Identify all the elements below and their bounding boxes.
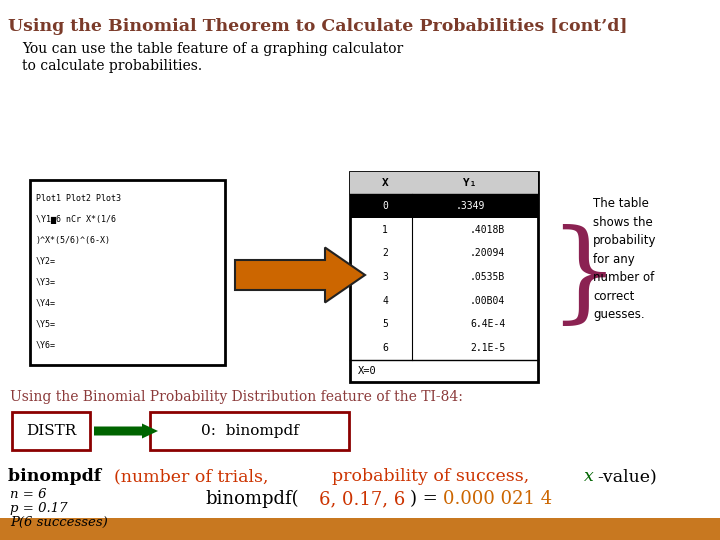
Text: 2: 2	[382, 248, 388, 258]
Text: .3349: .3349	[455, 201, 485, 211]
Text: Using the Binomial Probability Distribution feature of the TI-84:: Using the Binomial Probability Distribut…	[10, 390, 463, 404]
Text: X: X	[382, 178, 388, 188]
Text: 0:  binompdf: 0: binompdf	[201, 424, 298, 438]
Text: .0535B: .0535B	[470, 272, 505, 282]
FancyBboxPatch shape	[350, 172, 538, 382]
Text: Plot1 Plot2 Plot3: Plot1 Plot2 Plot3	[36, 194, 121, 203]
Text: 5: 5	[382, 320, 388, 329]
Text: 6, 0.17, 6: 6, 0.17, 6	[319, 490, 405, 508]
Text: \Y6=: \Y6=	[36, 340, 56, 349]
Text: 3: 3	[382, 272, 388, 282]
Text: 4: 4	[382, 296, 388, 306]
Text: x: x	[584, 468, 594, 485]
FancyBboxPatch shape	[150, 412, 349, 450]
FancyArrow shape	[94, 423, 158, 438]
Text: \Y5=: \Y5=	[36, 319, 56, 328]
Text: Y₁: Y₁	[463, 178, 477, 188]
Text: .00B04: .00B04	[470, 296, 505, 306]
FancyBboxPatch shape	[12, 412, 90, 450]
Text: 0: 0	[382, 201, 388, 211]
FancyBboxPatch shape	[0, 518, 720, 540]
FancyArrow shape	[235, 247, 365, 302]
FancyBboxPatch shape	[30, 180, 225, 365]
Text: 6: 6	[382, 343, 388, 353]
Text: The table
shows the
probability
for any
number of
correct
guesses.: The table shows the probability for any …	[593, 197, 657, 321]
Text: .4018B: .4018B	[470, 225, 505, 234]
Text: 2.1E-5: 2.1E-5	[470, 343, 505, 353]
Text: binompdf(: binompdf(	[205, 490, 299, 508]
FancyBboxPatch shape	[350, 194, 538, 218]
Text: P(6 successes): P(6 successes)	[10, 516, 108, 529]
Text: \Y2=: \Y2=	[36, 256, 56, 266]
Text: You can use the table feature of a graphing calculator: You can use the table feature of a graph…	[22, 42, 403, 56]
Text: 1: 1	[382, 225, 388, 234]
Text: \Y3=: \Y3=	[36, 278, 56, 287]
Text: probability of success,: probability of success,	[332, 468, 535, 485]
FancyBboxPatch shape	[350, 172, 538, 194]
Text: ) =: ) =	[410, 490, 444, 508]
Text: p = 0.17: p = 0.17	[10, 502, 68, 515]
Text: \Y4=: \Y4=	[36, 299, 56, 307]
Text: to calculate probabilities.: to calculate probabilities.	[22, 59, 202, 73]
Text: }: }	[548, 224, 618, 330]
Text: 6.4E-4: 6.4E-4	[470, 320, 505, 329]
Text: DISTR: DISTR	[26, 424, 76, 438]
Text: Using the Binomial Theorem to Calculate Probabilities [cont’d]: Using the Binomial Theorem to Calculate …	[8, 18, 628, 35]
Text: )^X*(5/6)^(6-X): )^X*(5/6)^(6-X)	[36, 236, 111, 245]
Text: .20094: .20094	[470, 248, 505, 258]
Text: n = 6: n = 6	[10, 488, 47, 501]
Text: 0.000 021 4: 0.000 021 4	[443, 490, 552, 508]
Text: -value): -value)	[597, 468, 657, 485]
Text: binompdf: binompdf	[8, 468, 107, 485]
Text: X=0: X=0	[358, 366, 377, 376]
Text: (number of trials,: (number of trials,	[114, 468, 274, 485]
Text: \Y1▆6 nCr X*(1/6: \Y1▆6 nCr X*(1/6	[36, 215, 116, 224]
